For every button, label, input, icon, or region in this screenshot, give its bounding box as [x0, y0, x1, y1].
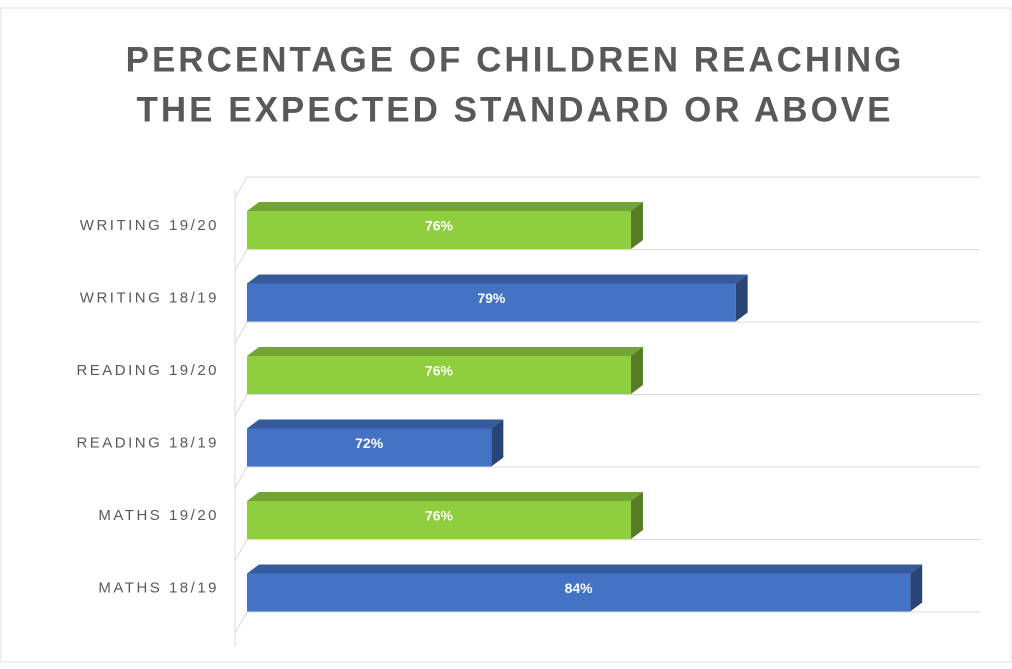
bar [247, 347, 643, 394]
bar-top [247, 274, 748, 284]
chart-title: THE EXPECTED STANDARD OR ABOVE [137, 90, 894, 129]
grid-line [234, 176, 980, 199]
bar-front [247, 501, 631, 539]
category-label: READING 19/20 [76, 362, 219, 379]
category-label: READING 18/19 [76, 434, 219, 451]
bar-side [735, 274, 748, 322]
category-label: WRITING 18/19 [80, 289, 219, 306]
grid-line [234, 539, 980, 561]
chart-title: PERCENTAGE OF CHILDREN REACHING [126, 40, 905, 79]
grid-line [234, 249, 980, 271]
bar-side [491, 419, 504, 467]
grid-line [234, 466, 980, 489]
bar-top [247, 202, 643, 211]
bar-side [630, 492, 643, 539]
bar-side [630, 202, 643, 249]
grid-line [234, 611, 980, 634]
bar-front [247, 573, 911, 612]
bar-front [247, 428, 492, 467]
category-label: MATHS 18/19 [98, 579, 219, 596]
value-label: 76% [425, 363, 454, 379]
bar-front [247, 356, 631, 394]
bar [247, 419, 504, 467]
bar-side [910, 564, 923, 612]
bar-front [247, 283, 736, 322]
bar [247, 492, 643, 539]
bar [247, 564, 923, 612]
bar-top [247, 492, 643, 501]
bar-side [630, 347, 643, 394]
bar-top [247, 419, 504, 429]
grid-line [234, 321, 980, 344]
value-label: 84% [565, 580, 594, 596]
value-label: 76% [425, 218, 454, 234]
bar-top [247, 564, 923, 574]
bar-front [247, 211, 631, 249]
chart-frame [0, 7, 1012, 663]
bar-top [247, 347, 643, 356]
grid-line [234, 394, 980, 416]
value-label: 76% [425, 508, 454, 524]
bar [247, 202, 643, 249]
bar [247, 274, 748, 322]
category-label: MATHS 19/20 [98, 507, 219, 524]
value-label: 79% [477, 290, 506, 306]
value-label: 72% [355, 435, 384, 451]
category-label: WRITING 19/20 [80, 217, 219, 234]
